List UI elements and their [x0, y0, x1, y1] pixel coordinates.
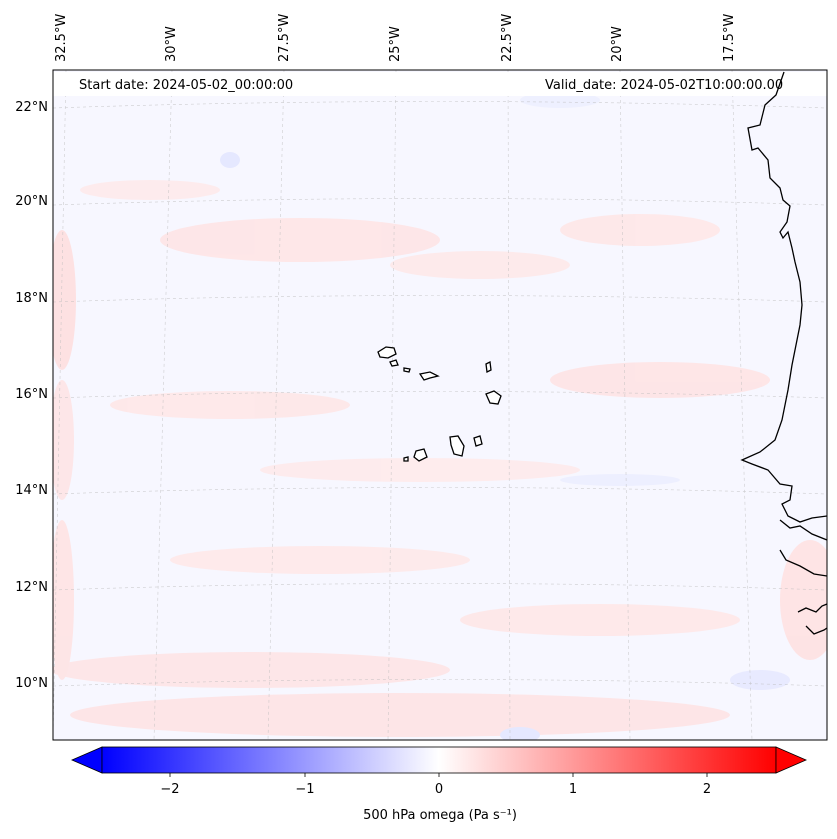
lon-label: 17.5°W — [722, 13, 737, 62]
lon-label: 20°W — [610, 26, 625, 62]
lon-label: 27.5°W — [277, 13, 292, 62]
omega-field — [53, 92, 827, 740]
lon-label: 32.5°W — [54, 13, 69, 62]
colorbar-tick-label: −2 — [160, 782, 180, 797]
colorbar — [70, 746, 808, 777]
cape-verde-islands — [377, 346, 502, 462]
header-band — [53, 72, 827, 96]
lon-label: 30°W — [164, 26, 179, 62]
start-date-label: Start date: 2024-05-02_00:00:00 — [79, 78, 294, 93]
lon-label: 22.5°W — [500, 13, 515, 62]
colorbar-title: 500 hPa omega (Pa s⁻¹) — [363, 808, 517, 823]
lat-label: 14°N — [15, 483, 48, 498]
map-panel — [53, 70, 827, 740]
lat-label: 20°N — [15, 194, 48, 209]
valid-date-label: Valid_date: 2024-05-02T10:00:00.00 — [545, 78, 784, 93]
colorbar-max-extend — [775, 746, 808, 774]
graticule — [53, 70, 827, 740]
coastline — [740, 71, 827, 635]
colorbar-tick-label: −1 — [295, 782, 315, 797]
colorbar-tick-label: 2 — [702, 782, 712, 797]
lat-label: 10°N — [15, 676, 48, 691]
lat-label: 12°N — [15, 580, 48, 595]
lon-label: 25°W — [388, 26, 403, 62]
lat-label: 18°N — [15, 291, 48, 306]
colorbar-tick-label: 0 — [434, 782, 444, 797]
map-frame — [52, 69, 828, 741]
colorbar-tick-label: 1 — [568, 782, 578, 797]
lat-label: 22°N — [15, 100, 48, 115]
colorbar-gradient — [101, 746, 777, 774]
lat-label: 16°N — [15, 387, 48, 402]
colorbar-min-extend — [70, 746, 103, 774]
